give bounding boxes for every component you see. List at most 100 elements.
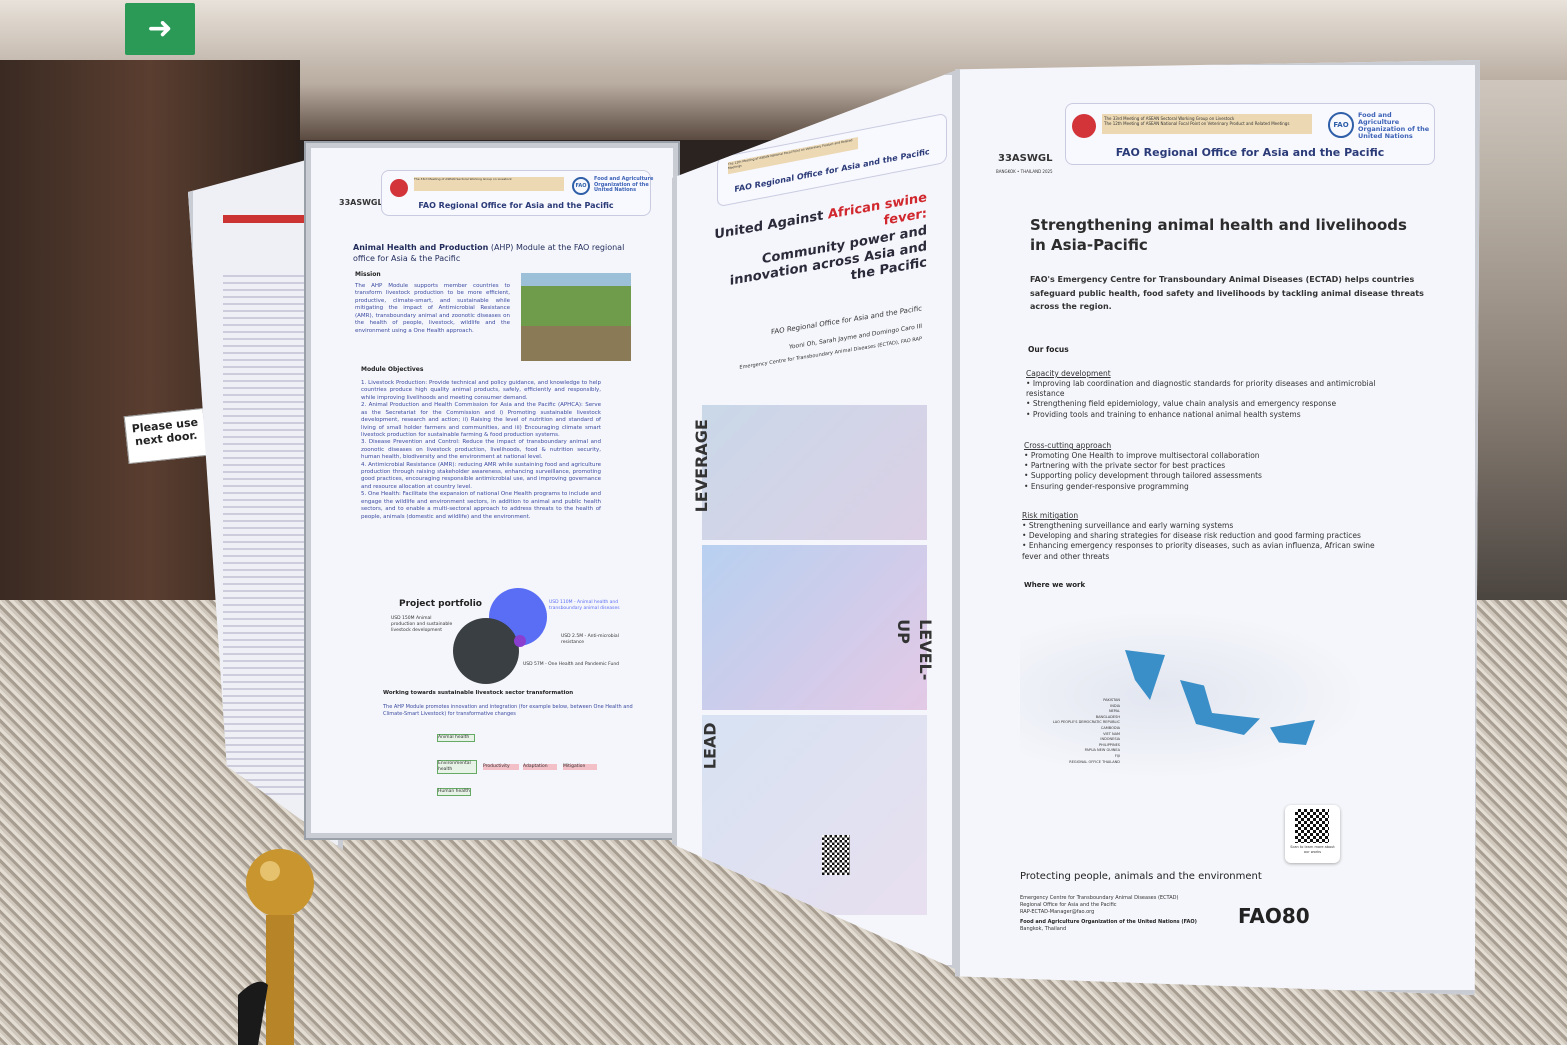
asean-logo-icon — [1072, 114, 1096, 138]
title-pre: United Against — [714, 207, 828, 243]
title-bold: Animal Health and Production — [353, 243, 489, 252]
country-label: NEPAL — [1108, 709, 1120, 714]
office-title: FAO Regional Office for Asia and the Pac… — [418, 201, 614, 210]
country-label: REGIONAL OFFICE THAILAND — [1069, 759, 1120, 764]
objectives-heading: Module Objectives — [361, 366, 424, 373]
title-rest: (AHP) Module at the FAO regional office … — [353, 243, 625, 263]
focus-heading: Our focus — [1028, 345, 1069, 354]
list-item: Developing and sharing strategies for di… — [1022, 531, 1382, 541]
list-item: Strengthening field epidemiology, value … — [1026, 399, 1386, 409]
list-item: Ensuring gender-responsive programming — [1024, 482, 1384, 492]
objective: 3. Disease Prevention and Control: Reduc… — [361, 439, 601, 461]
asf-title: United Against African swine fever: Commu… — [702, 190, 927, 311]
poster-header-bar — [223, 215, 323, 223]
list-item: Providing tools and training to enhance … — [1026, 410, 1386, 420]
sustainable-text: The AHP Module promotes innovation and i… — [383, 704, 633, 717]
title-red: African swine fever: — [827, 190, 927, 230]
qr-caption: Scan to learn more about our works — [1290, 845, 1335, 854]
poster-header: The 33rd Meeting of ASEAN Sectoral Worki… — [381, 170, 654, 216]
list-item: Strengthening surveillance and early war… — [1022, 521, 1382, 531]
country-label: FIJI — [1114, 753, 1120, 758]
portfolio-item: USD 110M - Animal health and transbounda… — [549, 600, 620, 612]
section-heading: Cross-cutting approach — [1024, 441, 1112, 450]
list-item: Enhancing emergency responses to priorit… — [1022, 541, 1382, 561]
portfolio-item: USD 2.5M - Anti-microbial resistance — [561, 634, 619, 646]
diagram-box: Animal health — [437, 734, 475, 743]
fao-logo-icon: FAO — [572, 177, 590, 195]
contact-line: Regional Office for Asia and the Pacific — [1020, 901, 1117, 908]
leverage-label: LEVERAGE — [691, 419, 711, 513]
country-label: PAPUA NEW GUINEA — [1084, 748, 1120, 753]
focus-section: Cross-cutting approach Promoting One Hea… — [1024, 441, 1384, 492]
section-list: Improving lab coordination and diagnosti… — [1026, 379, 1386, 420]
list-item: Partnering with the private sector for b… — [1024, 461, 1384, 471]
objective: 1. Livestock Production: Provide technic… — [361, 380, 601, 401]
poster-ahp-module: 33ASWGL The 33rd Meeting of ASEAN Sector… — [306, 143, 678, 838]
asia-pacific-map: PAKISTAN INDIA NEPAL BANGLADESH LAO PEOP… — [1020, 610, 1370, 780]
poster-african-swine-fever: The 12th Meeting of ASEAN National Focal… — [672, 70, 957, 970]
meeting-banner: The 33rd Meeting of ASEAN Sectoral Worki… — [1102, 114, 1312, 134]
qr-code-icon — [1295, 809, 1329, 843]
list-item: Supporting policy development through ta… — [1024, 471, 1384, 481]
qr-card: Scan to learn more about our works — [1285, 805, 1340, 863]
please-use-next-door-sign: Please use next door. — [123, 407, 209, 465]
mission-heading: Mission — [355, 271, 381, 278]
country-label: INDIA — [1110, 703, 1120, 708]
cattle-field-photo — [521, 273, 631, 361]
event-logo: 33ASWGL — [339, 198, 383, 207]
section-heading: Capacity development — [1026, 369, 1111, 378]
where-heading: Where we work — [1024, 581, 1086, 589]
map-southeast-asia — [1180, 680, 1260, 735]
country-label: CAMBODIA — [1100, 725, 1120, 730]
fao-logo-icon: FAO — [1328, 112, 1354, 138]
section-heading: Risk mitigation — [1022, 511, 1079, 520]
diagram-box: Environmental health — [437, 760, 477, 775]
map-country-list: PAKISTAN INDIA NEPAL BANGLADESH LAO PEOP… — [1020, 698, 1120, 765]
diagram-box: Human health — [437, 788, 471, 797]
list-item: Improving lab coordination and diagnosti… — [1026, 379, 1386, 399]
objective: 5. One Health: Facilitate the expansion … — [361, 491, 601, 520]
ectad-title: Strengthening animal health and liveliho… — [1030, 216, 1407, 255]
event-place: BANGKOK • THAILAND 2025 — [996, 169, 1053, 174]
list-item: Promoting One Health to improve multisec… — [1024, 451, 1384, 461]
focus-section: Capacity development Improving lab coord… — [1026, 369, 1386, 420]
fao-name: Food and Agriculture Organization of the… — [594, 176, 654, 193]
objective: 2. Animal Production and Health Commissi… — [361, 402, 601, 438]
country-label: PAKISTAN — [1103, 698, 1120, 702]
portfolio-item: USD 57M - One Health and Pandemic Fund — [523, 662, 620, 667]
fao80-logo: FAO80 — [1238, 904, 1310, 928]
portfolio-item: USD 150M Animal production and sustainab… — [391, 616, 453, 634]
diagram-box: Mitigation — [563, 764, 597, 771]
meeting-banner: The 33rd Meeting of ASEAN Sectoral Worki… — [414, 177, 564, 191]
brass-stanchion — [238, 849, 314, 1045]
tagline: Protecting people, animals and the envir… — [1020, 871, 1262, 882]
asean-logo-icon — [390, 179, 408, 197]
diagram-box: Adaptation — [523, 764, 557, 771]
mission-text: The AHP Module supports member countries… — [355, 283, 510, 334]
contact-line: RAP-ECTAD-Manager@fao.org — [1020, 908, 1095, 915]
country-label: BANGLADESH — [1095, 714, 1120, 719]
country-label: VIET NAM — [1103, 731, 1120, 736]
portfolio-circle-amr — [514, 635, 526, 647]
contact: Emergency Centre for Transboundary Anima… — [1020, 895, 1197, 933]
country-label: INDONESIA — [1100, 737, 1120, 742]
qr-code-icon — [822, 835, 850, 875]
portfolio-heading: Project portfolio — [399, 599, 482, 609]
exit-sign-icon: ➜ — [125, 3, 195, 55]
section-list: Strengthening surveillance and early war… — [1022, 521, 1382, 562]
map-india — [1125, 650, 1165, 700]
lead-label: LEAD — [700, 722, 720, 770]
country-label: PHILIPPINES — [1098, 742, 1120, 747]
meeting-line: The 33rd Meeting of ASEAN Sectoral Worki… — [1104, 116, 1235, 121]
level-up-label: LEVEL-UP — [894, 619, 936, 681]
section-list: Promoting One Health to improve multisec… — [1024, 451, 1384, 492]
ectad-intro: FAO's Emergency Centre for Transboundary… — [1030, 275, 1424, 312]
poster-header: The 33rd Meeting of ASEAN Sectoral Worki… — [1065, 103, 1435, 165]
diagram-box: Productivity — [483, 764, 519, 771]
contact-line: Emergency Centre for Transboundary Anima… — [1020, 895, 1179, 901]
objective: 4. Antimicrobial Resistance (AMR): reduc… — [361, 461, 601, 490]
event-logo: 33ASWGL — [998, 153, 1053, 164]
meeting-line: The 12th Meeting of ASEAN National Focal… — [1104, 121, 1290, 127]
sustainable-heading: Working towards sustainable livestock se… — [383, 690, 574, 696]
office-title: FAO Regional Office for Asia and the Pac… — [1115, 146, 1385, 159]
